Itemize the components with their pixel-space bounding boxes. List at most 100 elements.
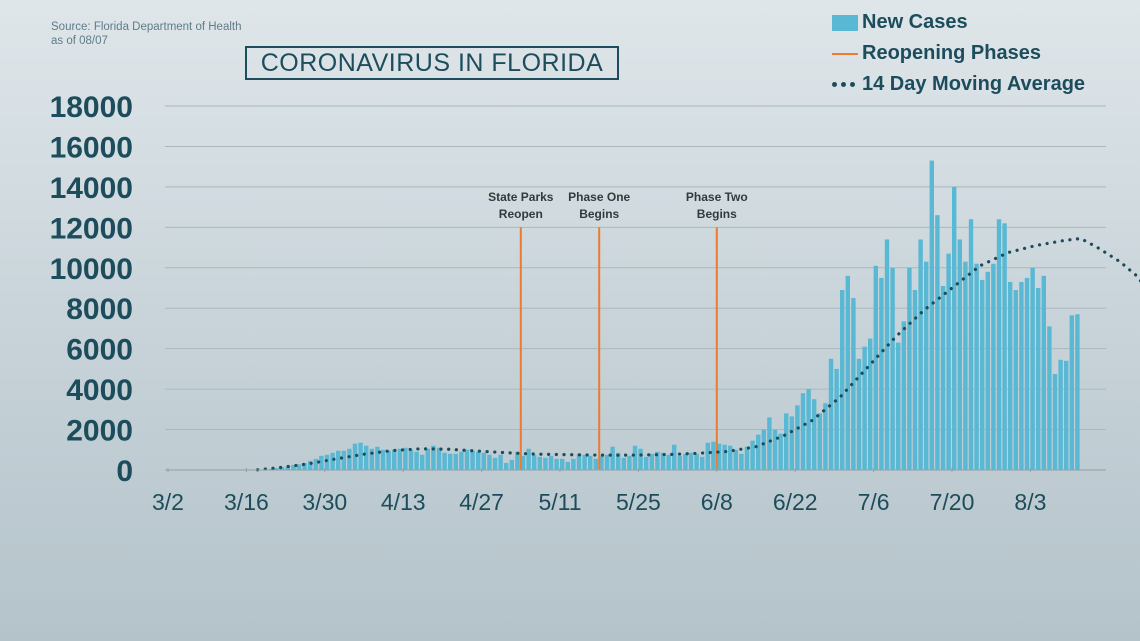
bar: [985, 271, 990, 470]
bar: [481, 452, 486, 470]
phase-label: Begins: [697, 207, 737, 221]
bar: [408, 449, 414, 470]
bar: [879, 277, 884, 470]
phase-label: State Parks: [488, 190, 554, 204]
x-tick-label: 6/8: [701, 489, 733, 515]
bar: [453, 453, 458, 470]
bar: [739, 453, 744, 470]
bar: [918, 239, 923, 470]
bar: [1024, 277, 1030, 470]
chart-title: CORONAVIRUS IN FLORIDA: [245, 46, 619, 80]
source-line: Source: Florida Department of Health: [51, 21, 242, 33]
bar: [616, 452, 621, 470]
x-tick-label: 7/20: [930, 489, 975, 515]
bar: [705, 442, 710, 470]
line-swatch-icon: [832, 52, 858, 55]
bar: [884, 239, 890, 470]
bar: [588, 455, 593, 470]
bar: [862, 346, 867, 470]
bar: [828, 358, 834, 470]
bar: [677, 455, 682, 470]
x-tick-label: 4/27: [459, 489, 504, 515]
bar: [285, 466, 290, 470]
bar: [845, 275, 850, 470]
bar: [336, 450, 341, 470]
bar: [1069, 315, 1074, 470]
bar: [873, 265, 878, 470]
bar: [565, 461, 570, 470]
phase-label: Phase Two: [686, 190, 748, 204]
y-tick-label: 2000: [66, 415, 133, 448]
bar: [571, 458, 576, 470]
bar: [1036, 288, 1041, 470]
bar: [504, 462, 509, 470]
bar: [940, 285, 946, 470]
bar: [520, 455, 526, 470]
legend-item-reopening-phases: Reopening Phases: [832, 38, 1085, 69]
bar: [448, 453, 453, 470]
bar: [554, 458, 559, 470]
legend-label-new-cases: New Cases: [862, 11, 968, 33]
bar: [638, 448, 643, 470]
legend-item-new-cases: New Cases: [832, 7, 1085, 38]
bar: [560, 458, 565, 470]
bar: [901, 321, 906, 470]
bar: [291, 464, 296, 470]
bar: [744, 446, 750, 470]
bar: [375, 446, 380, 470]
bar: [392, 449, 397, 470]
bar: [1047, 326, 1052, 470]
bar: [470, 450, 475, 470]
legend: New Cases Reopening Phases 14 Day Moving…: [832, 7, 1085, 100]
bar: [812, 399, 817, 470]
bar: [784, 413, 789, 470]
bar: [1041, 275, 1046, 470]
bar: [414, 451, 419, 470]
bar: [728, 445, 733, 470]
bar: [352, 443, 358, 470]
x-tick-label: 5/25: [616, 489, 661, 515]
bar: [515, 451, 520, 470]
bar: [610, 446, 615, 470]
bar: [403, 447, 408, 470]
bar: [980, 279, 985, 470]
bar: [302, 462, 307, 470]
bar: [1008, 281, 1013, 470]
bar: [996, 219, 1002, 470]
y-tick-label: 0: [116, 455, 133, 488]
bar: [436, 447, 442, 470]
bar: [380, 449, 386, 470]
bar: [476, 451, 481, 470]
bar: [851, 298, 856, 470]
bar: [716, 443, 722, 470]
y-tick-label: 6000: [66, 334, 133, 367]
bar: [599, 455, 604, 470]
bar: [442, 452, 447, 470]
x-tick-label: 6/22: [773, 489, 818, 515]
bar: [890, 267, 895, 470]
bar: [750, 440, 755, 470]
x-tick-label: 4/13: [381, 489, 426, 515]
x-tick-label: 7/6: [858, 489, 890, 515]
bar: [627, 455, 632, 470]
y-tick-label: 8000: [66, 293, 133, 326]
bar: [795, 405, 800, 470]
bar: [487, 454, 492, 470]
bar: [929, 160, 934, 470]
bar: [268, 468, 274, 470]
bar: [789, 416, 794, 470]
bar-swatch-icon: [832, 14, 858, 31]
bar: [1052, 373, 1058, 470]
bar: [425, 448, 430, 470]
legend-label-moving-average: 14 Day Moving Average: [862, 73, 1086, 95]
bar: [834, 368, 839, 470]
bar: [621, 457, 626, 470]
bar: [296, 464, 302, 470]
bar: [537, 456, 542, 470]
bar: [324, 454, 330, 470]
y-tick-label: 14000: [50, 172, 133, 205]
moving-average-line: [256, 236, 1140, 472]
bar: [711, 441, 716, 470]
bar: [644, 456, 649, 470]
bar: [935, 215, 940, 470]
